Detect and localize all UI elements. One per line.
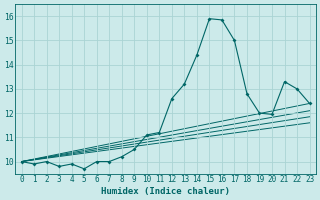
X-axis label: Humidex (Indice chaleur): Humidex (Indice chaleur)	[101, 187, 230, 196]
